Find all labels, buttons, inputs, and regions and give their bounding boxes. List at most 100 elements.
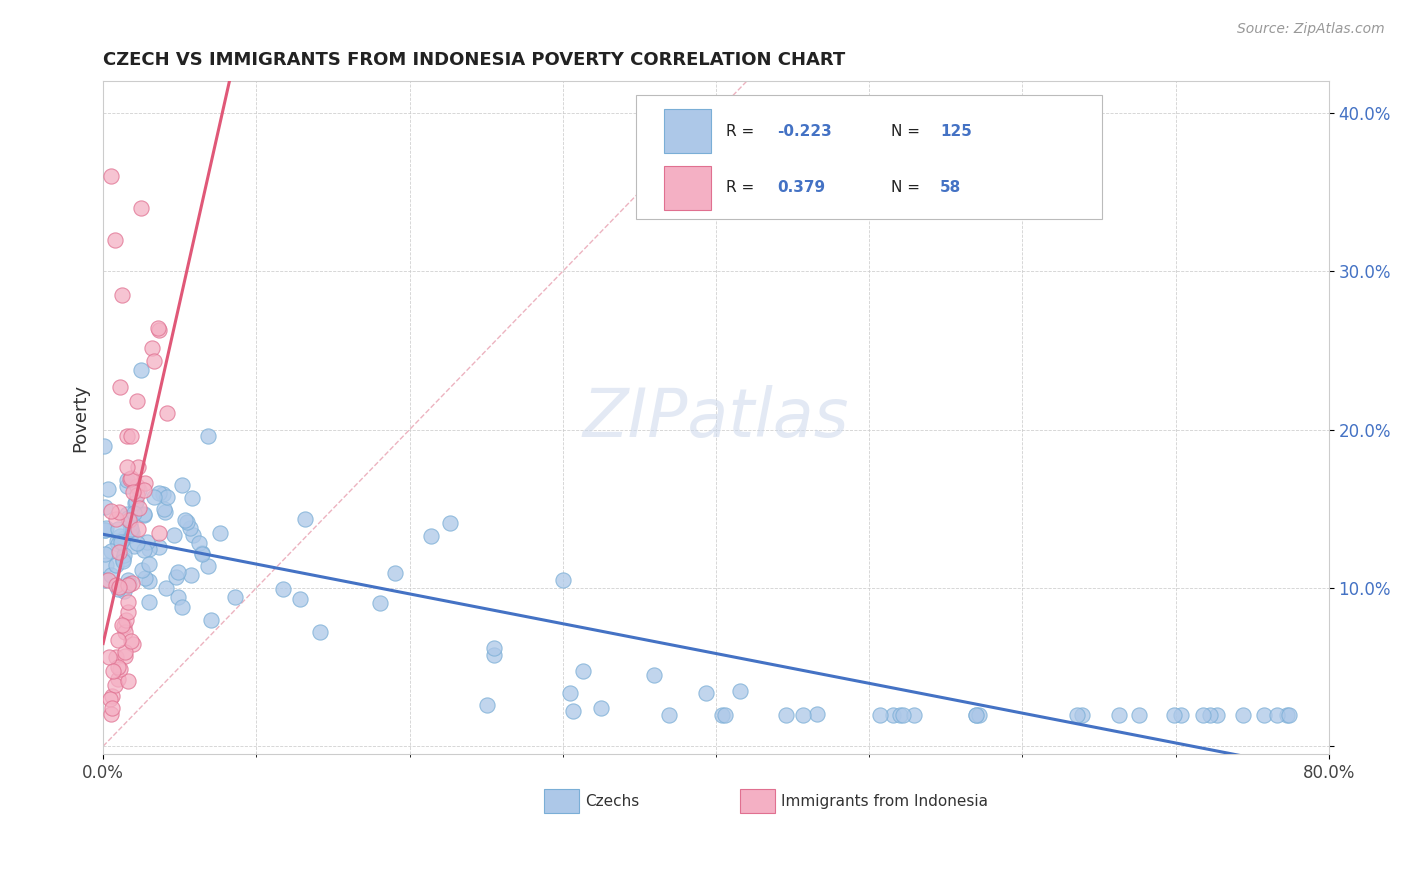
Point bbox=[112, 552, 135, 566]
Point bbox=[105, 534, 128, 549]
Point bbox=[134, 571, 156, 585]
Point bbox=[96, 558, 118, 572]
Point bbox=[271, 582, 294, 596]
Point bbox=[1232, 707, 1254, 722]
Point bbox=[93, 573, 115, 587]
Point bbox=[115, 429, 138, 443]
Point bbox=[903, 707, 925, 722]
Point bbox=[98, 650, 121, 665]
Point bbox=[94, 523, 117, 537]
Point bbox=[148, 486, 170, 500]
Point bbox=[134, 508, 156, 523]
Point bbox=[138, 542, 160, 557]
Point bbox=[100, 503, 122, 517]
Point bbox=[191, 546, 214, 560]
Point bbox=[105, 578, 128, 592]
Point bbox=[124, 495, 146, 509]
Point bbox=[132, 507, 155, 521]
Point bbox=[163, 528, 186, 542]
Point bbox=[695, 685, 717, 699]
Point bbox=[969, 707, 991, 722]
Point bbox=[107, 673, 129, 687]
Point bbox=[153, 506, 176, 520]
Point bbox=[806, 706, 828, 721]
Point bbox=[775, 707, 797, 722]
Point bbox=[728, 684, 751, 698]
Text: N =: N = bbox=[891, 180, 925, 195]
Point bbox=[94, 523, 117, 537]
Point bbox=[120, 428, 142, 442]
Point bbox=[153, 501, 176, 516]
Point bbox=[114, 625, 136, 640]
Point bbox=[110, 661, 132, 675]
Point bbox=[114, 648, 136, 663]
Point bbox=[117, 507, 139, 521]
Point bbox=[121, 576, 143, 591]
Point bbox=[132, 483, 155, 498]
Point bbox=[93, 439, 115, 453]
Point bbox=[180, 491, 202, 505]
Point bbox=[170, 477, 193, 491]
Point bbox=[107, 522, 129, 536]
Point bbox=[117, 594, 139, 608]
Point bbox=[1275, 707, 1298, 722]
Point bbox=[1170, 707, 1192, 722]
Point bbox=[110, 288, 132, 302]
Point bbox=[882, 707, 904, 722]
Point bbox=[128, 501, 150, 516]
Point bbox=[551, 573, 574, 587]
Point bbox=[484, 640, 506, 655]
Point bbox=[1253, 707, 1275, 722]
Point bbox=[107, 537, 129, 551]
Point bbox=[129, 363, 152, 377]
Point bbox=[562, 704, 585, 718]
Point bbox=[136, 535, 159, 549]
Point bbox=[1071, 707, 1094, 722]
Point bbox=[1108, 707, 1130, 722]
Text: R =: R = bbox=[725, 124, 759, 138]
Point bbox=[125, 394, 148, 409]
Point bbox=[294, 512, 316, 526]
Point bbox=[117, 511, 139, 525]
Point bbox=[100, 706, 122, 721]
Point bbox=[100, 543, 122, 558]
Point bbox=[197, 429, 219, 443]
Point bbox=[108, 580, 131, 594]
Point bbox=[104, 233, 127, 247]
Point bbox=[1278, 707, 1301, 722]
Point bbox=[167, 590, 190, 604]
Point bbox=[1199, 707, 1222, 722]
Point bbox=[560, 686, 582, 700]
Text: ZIPatlas: ZIPatlas bbox=[582, 384, 849, 450]
Point bbox=[100, 691, 122, 706]
Point bbox=[117, 673, 139, 688]
Point bbox=[111, 618, 134, 632]
FancyBboxPatch shape bbox=[637, 95, 1102, 219]
Point bbox=[107, 505, 129, 519]
Point bbox=[108, 529, 131, 543]
Point bbox=[120, 471, 142, 485]
Point bbox=[308, 624, 330, 639]
Point bbox=[97, 574, 120, 588]
Point bbox=[658, 707, 681, 722]
Point bbox=[131, 563, 153, 577]
Point bbox=[288, 591, 311, 606]
Point bbox=[127, 478, 149, 492]
Point bbox=[127, 488, 149, 502]
Point bbox=[484, 648, 506, 663]
Text: R =: R = bbox=[725, 180, 759, 195]
Point bbox=[1205, 707, 1227, 722]
Point bbox=[200, 613, 222, 627]
Point bbox=[94, 547, 117, 561]
FancyBboxPatch shape bbox=[741, 789, 775, 814]
Point bbox=[141, 341, 163, 355]
Point bbox=[108, 379, 131, 393]
Point bbox=[112, 531, 135, 545]
Point bbox=[152, 487, 174, 501]
Point bbox=[112, 584, 135, 599]
Point bbox=[115, 459, 138, 474]
Point bbox=[138, 574, 160, 589]
Text: Source: ZipAtlas.com: Source: ZipAtlas.com bbox=[1237, 22, 1385, 37]
Point bbox=[115, 479, 138, 493]
Point bbox=[122, 507, 145, 521]
